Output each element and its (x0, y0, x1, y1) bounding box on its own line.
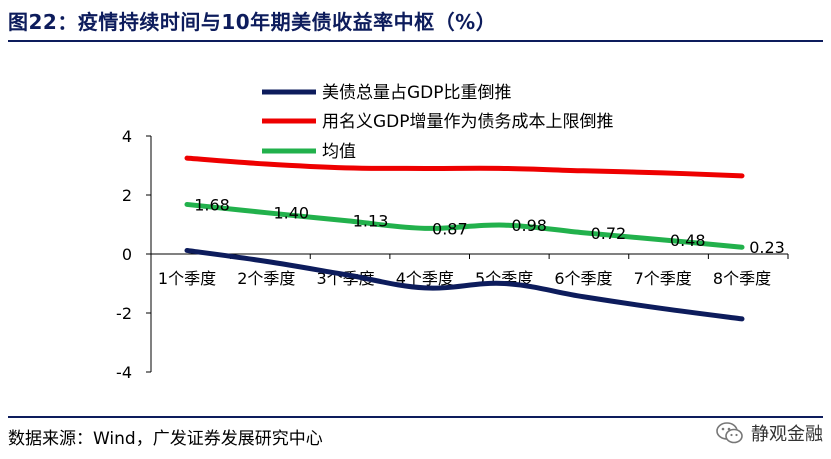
x-tick-label: 7个季度 (634, 269, 692, 288)
x-tick-label: 1个季度 (158, 269, 216, 288)
data-label: 0.23 (749, 238, 785, 257)
y-tick-label: 4 (122, 127, 132, 146)
y-tick-label: -4 (116, 363, 132, 382)
data-label: 0.48 (670, 231, 706, 250)
x-tick-label: 4个季度 (396, 269, 454, 288)
x-tick-label: 8个季度 (713, 269, 771, 288)
x-tick-label: 2个季度 (237, 269, 295, 288)
series-line-3 (184, 201, 745, 250)
wechat-icon (716, 422, 743, 444)
legend-label: 用名义GDP增量作为债务成本上限倒推 (322, 112, 614, 132)
data-label: 1.13 (353, 212, 389, 231)
data-label: 1.40 (273, 204, 309, 223)
y-tick-label: 0 (122, 245, 132, 264)
figure-title: 图22：疫情持续时间与10年期美债收益率中枢（%） (8, 10, 497, 34)
legend-label: 均值 (322, 142, 356, 162)
watermark: 静观金融 (715, 420, 823, 446)
chart-series (184, 155, 745, 322)
legend-label: 美债总量占GDP比重倒推 (322, 83, 512, 103)
series-line-2 (184, 155, 745, 179)
source-rule (8, 416, 823, 418)
source-note: 数据来源：Wind，广发证券发展研究中心 (8, 429, 323, 449)
series-line-1 (184, 247, 745, 322)
x-tick-label: 6个季度 (554, 269, 612, 288)
y-tick-label: -2 (116, 304, 132, 323)
chart-data-labels: 1.68 1.40 1.13 0.87 0.98 0.72 0.48 0.23 (194, 195, 785, 257)
title-rule (8, 40, 823, 42)
watermark-text: 静观金融 (751, 424, 823, 445)
data-label: 0.72 (591, 224, 627, 243)
data-label: 0.98 (511, 216, 547, 235)
data-label: 1.68 (194, 195, 230, 214)
y-tick-label: 2 (122, 186, 132, 205)
data-label: 0.87 (432, 219, 468, 238)
